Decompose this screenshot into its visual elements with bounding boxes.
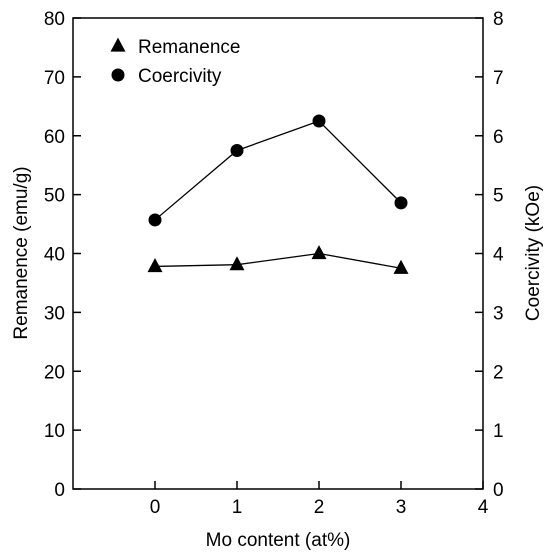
y2-tick-label: 8 xyxy=(493,9,504,30)
y2-tick-label: 4 xyxy=(493,245,504,266)
y-tick-label: 30 xyxy=(44,303,65,324)
y-axis-left: 0 10 20 30 40 50 60 70 80 xyxy=(44,9,81,501)
x-tick-label: 4 xyxy=(478,497,489,518)
data-point-remanence xyxy=(311,245,327,260)
y2-tick-label: 7 xyxy=(493,68,504,89)
y-tick-label: 60 xyxy=(44,127,65,148)
y-axis-right: 0 1 2 3 4 5 6 7 8 xyxy=(475,9,504,501)
x-axis: 0 1 2 3 4 xyxy=(150,481,489,518)
series-line-coercivity xyxy=(154,120,402,221)
series-layer xyxy=(147,114,409,274)
y-tick-label: 70 xyxy=(44,68,65,89)
y2-tick-label: 2 xyxy=(493,362,504,383)
legend: Remanence Coercivity xyxy=(110,37,240,87)
y2-tick-label: 1 xyxy=(493,421,504,442)
data-point-coercivity xyxy=(312,114,326,128)
y2-tick-label: 6 xyxy=(493,127,504,148)
data-point-coercivity xyxy=(148,213,162,227)
x-tick-label: 3 xyxy=(396,497,407,518)
legend-label: Remanence xyxy=(138,37,240,58)
plot-frame xyxy=(72,17,484,490)
x-tick-label: 1 xyxy=(232,497,243,518)
y-tick-label: 0 xyxy=(54,480,65,501)
x-tick-label: 0 xyxy=(150,497,161,518)
y2-tick-label: 0 xyxy=(493,480,504,501)
legend-label: Coercivity xyxy=(138,66,222,87)
y-tick-label: 20 xyxy=(44,362,65,383)
y2-tick-label: 5 xyxy=(493,186,504,207)
y-axis-title: Remanence (emu/g) xyxy=(11,166,32,339)
x-tick-label: 2 xyxy=(314,497,325,518)
y-tick-label: 10 xyxy=(44,421,65,442)
y2-tick-label: 3 xyxy=(493,303,504,324)
data-point-remanence xyxy=(147,258,163,273)
series-line-remanence xyxy=(154,252,402,269)
data-point-remanence xyxy=(393,259,409,274)
y-tick-label: 80 xyxy=(44,9,65,30)
data-point-coercivity xyxy=(394,196,408,210)
data-point-coercivity xyxy=(230,143,244,157)
y-tick-label: 40 xyxy=(44,245,65,266)
x-axis-title: Mo content (at%) xyxy=(206,530,351,551)
y2-axis-title: Coercivity (kOe) xyxy=(523,185,544,321)
legend-marker-circle-icon xyxy=(111,68,125,82)
data-point-remanence xyxy=(229,256,245,271)
y-tick-label: 50 xyxy=(44,186,65,207)
legend-marker-triangle-icon xyxy=(110,37,126,52)
